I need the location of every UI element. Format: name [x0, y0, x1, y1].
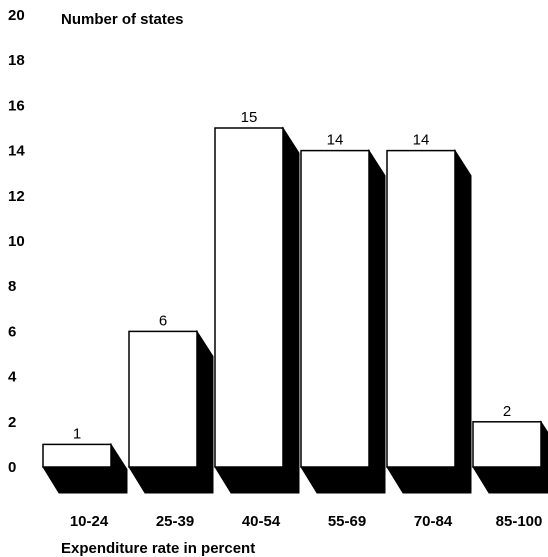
y-tick-label: 16: [8, 97, 25, 114]
category-label: 55-69: [328, 513, 366, 530]
bar: [472, 421, 542, 468]
bar-data-label: 6: [159, 312, 167, 329]
category-label: 40-54: [242, 513, 281, 530]
y-tick-label: 2: [8, 414, 16, 431]
y-tick-label: 14: [8, 143, 25, 160]
bar-data-label: 14: [413, 132, 430, 149]
bar: [386, 149, 456, 468]
bar-data-label: 2: [503, 403, 511, 420]
category-labels: 10-24 25-39 40-54 55-69 70-84 85-100: [70, 513, 543, 530]
category-label: 85-100: [496, 513, 543, 530]
y-axis-title: Number of states: [61, 11, 184, 28]
category-label: 70-84: [414, 513, 453, 530]
y-tick-label: 12: [8, 188, 25, 205]
y-tick-label: 0: [8, 459, 16, 476]
bar-data-label: 1: [73, 425, 81, 442]
y-tick-label: 18: [8, 52, 25, 69]
category-label: 10-24: [70, 513, 109, 530]
y-tick-label: 4: [8, 369, 17, 386]
bar-data-label: 15: [241, 109, 258, 126]
bar: [300, 149, 370, 468]
y-tick-label: 6: [8, 323, 16, 340]
y-tick-label: 10: [8, 233, 25, 250]
y-tick-label: 8: [8, 278, 16, 295]
x-axis-title: Expenditure rate in percent: [61, 540, 255, 557]
bar: [214, 127, 284, 468]
bars: [42, 127, 542, 468]
bar-shadows: [42, 126, 548, 494]
bar: [128, 330, 198, 468]
y-axis-ticks: 0 2 4 6 8 10 12 14 16 18 20: [8, 7, 25, 476]
bar: [42, 443, 112, 468]
category-label: 25-39: [156, 513, 194, 530]
bar-data-label: 14: [327, 132, 344, 149]
y-tick-label: 20: [8, 7, 25, 24]
